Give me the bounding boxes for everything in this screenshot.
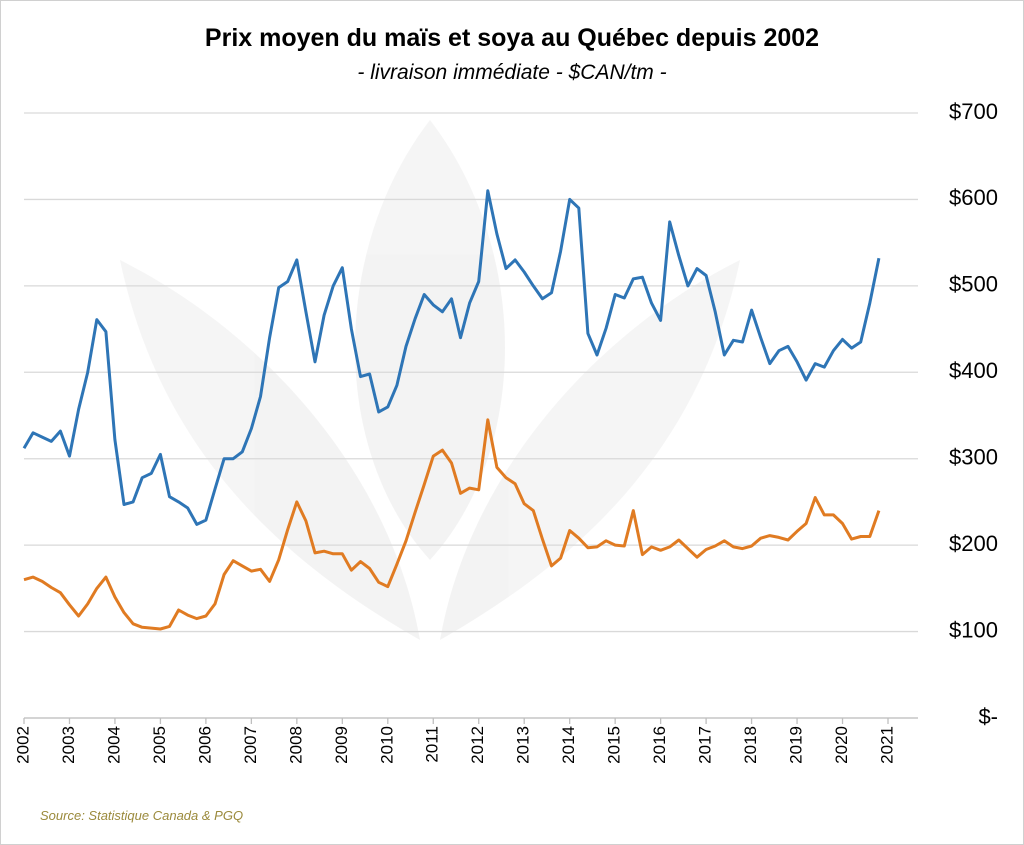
x-tick-label: 2004 (104, 726, 123, 764)
y-tick-label: $200 (949, 531, 998, 556)
x-tick-label: 2021 (877, 726, 896, 764)
x-tick-label: 2009 (332, 726, 351, 764)
chart-title: Prix moyen du maïs et soya au Québec dep… (205, 24, 819, 52)
chart-subtitle: - livraison immédiate - $CAN/tm - (357, 61, 666, 84)
x-tick-label: 2008 (286, 726, 305, 764)
x-tick-label: 2015 (605, 726, 624, 764)
line-series (23, 418, 881, 631)
x-tick-label: 2012 (468, 726, 487, 764)
x-tick-label: 2007 (241, 726, 260, 764)
y-tick-label: $400 (949, 358, 998, 383)
y-tick-label: $300 (949, 445, 998, 470)
x-tick-label: 2017 (696, 726, 715, 764)
x-tick-label: 2013 (514, 726, 533, 764)
x-tick-label: 2002 (13, 726, 32, 764)
x-tick-label: 2020 (832, 726, 851, 764)
x-tick-label: 2006 (195, 726, 214, 764)
x-tick-label: 2003 (59, 726, 78, 764)
y-tick-label: $600 (949, 185, 998, 210)
line-series (22, 189, 881, 526)
y-tick-label: $500 (949, 272, 998, 297)
x-tick-label: 2018 (741, 726, 760, 764)
y-tick-label: $100 (949, 617, 998, 642)
y-tick-label: $700 (949, 99, 998, 124)
x-tick-label: 2010 (377, 726, 396, 764)
x-tick-label: 2005 (150, 726, 169, 764)
y-tick-label: $- (978, 704, 998, 729)
x-tick-label: 2019 (787, 726, 806, 764)
x-tick-label: 2011 (423, 726, 442, 763)
x-tick-label: 2014 (559, 726, 578, 764)
source-note: Source: Statistique Canada & PGQ (40, 808, 243, 823)
x-tick-label: 2016 (650, 726, 669, 764)
